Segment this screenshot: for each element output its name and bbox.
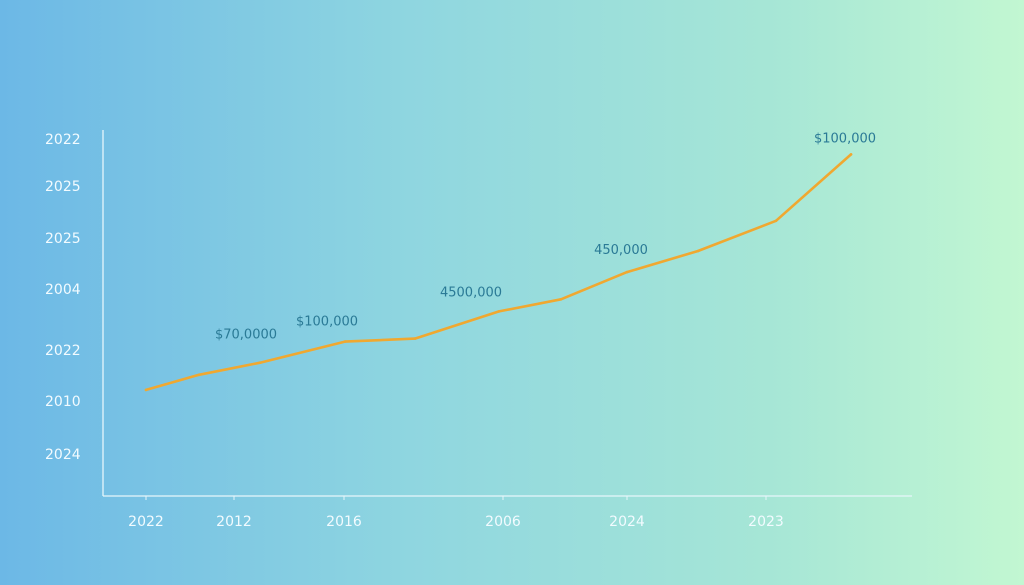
data-point: [144, 388, 148, 392]
y-tick-label: 2004: [45, 282, 81, 298]
data-label: $100,000: [814, 131, 876, 146]
data-point: [258, 361, 262, 365]
x-tick-label: 2006: [485, 514, 521, 530]
data-label: 450,000: [594, 243, 648, 258]
data-point: [497, 310, 501, 313]
data-point: [774, 219, 778, 223]
x-axis-ticks: 2022 2012 2016 2006 2024 2023: [128, 496, 784, 530]
chart-axes: [102, 130, 912, 497]
y-axis-ticks: 2022 2025 2025 2004 2022 2010 2024: [45, 132, 81, 463]
x-tick-label: 2012: [216, 514, 252, 530]
chart-series: [144, 153, 853, 392]
y-tick-label: 2022: [45, 132, 81, 148]
data-label: 4500,000: [440, 285, 502, 300]
data-point: [343, 340, 347, 343]
y-tick-label: 2025: [45, 231, 81, 247]
x-tick-label: 2024: [609, 514, 645, 530]
data-point: [559, 298, 563, 301]
y-tick-label: 2024: [45, 447, 81, 463]
x-tick-label: 2023: [748, 514, 784, 530]
data-point: [849, 153, 853, 156]
data-labels: $70,0000 $100,000 4500,000 450,000 $100,000: [215, 131, 876, 342]
data-point: [197, 373, 201, 377]
data-point: [413, 337, 417, 340]
y-tick-label: 2025: [45, 179, 81, 195]
y-tick-label: 2010: [45, 394, 81, 410]
series-line: [144, 153, 853, 392]
x-tick-label: 2022: [128, 514, 164, 530]
data-point: [625, 270, 629, 274]
data-label: $100,000: [296, 315, 358, 330]
data-point: [696, 249, 700, 253]
y-tick-label: 2022: [45, 343, 81, 359]
x-tick-label: 2016: [326, 514, 362, 530]
data-label: $70,0000: [215, 328, 277, 343]
